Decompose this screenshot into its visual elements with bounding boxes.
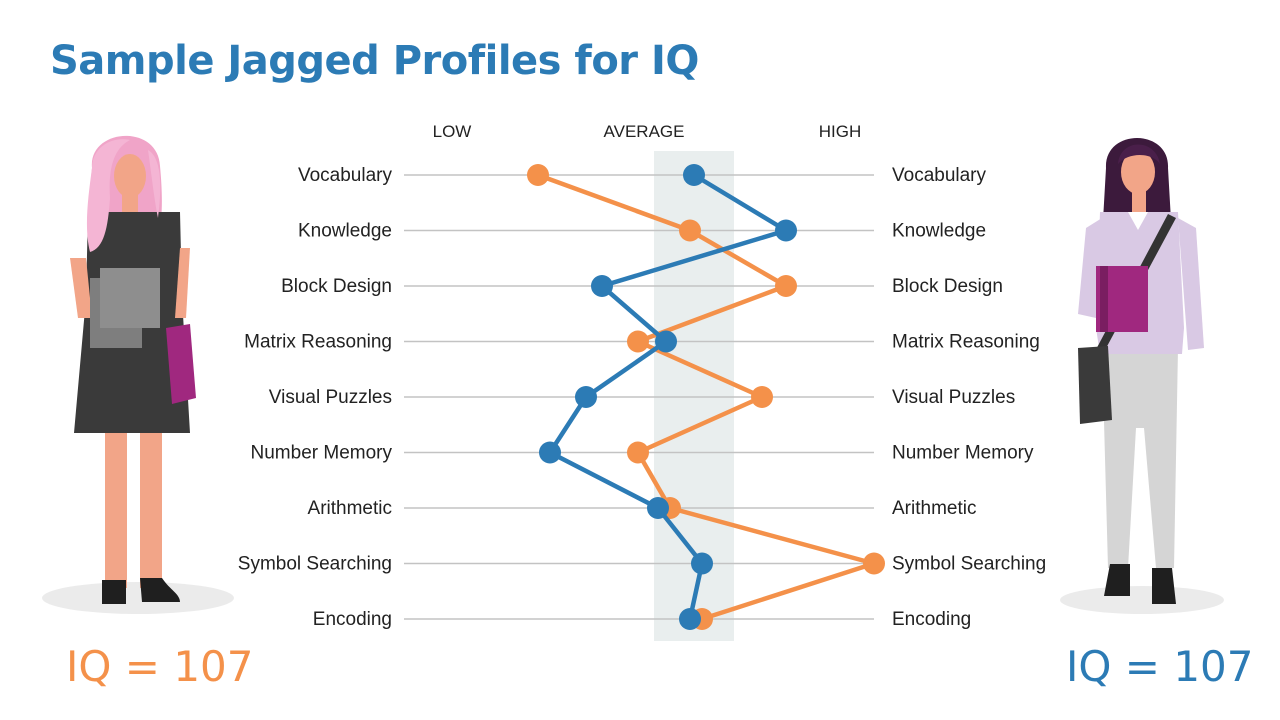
category-label-left: Symbol Searching	[238, 554, 392, 575]
category-label-left: Number Memory	[251, 443, 393, 464]
category-label-left: Encoding	[313, 609, 392, 630]
category-label-left: Matrix Reasoning	[244, 332, 392, 353]
page-title: Sample Jagged Profiles for IQ	[50, 38, 699, 84]
category-label-right: Encoding	[892, 609, 971, 630]
data-point	[575, 386, 597, 408]
category-label-right: Knowledge	[892, 221, 986, 242]
data-point	[539, 441, 561, 464]
gridlines	[404, 174, 874, 620]
category-label-right: Matrix Reasoning	[892, 332, 1040, 353]
level-label: AVERAGE	[604, 122, 685, 141]
right-iq-score: IQ = 107	[1066, 642, 1254, 691]
category-label-left: Visual Puzzles	[269, 387, 392, 408]
level-label: LOW	[433, 122, 472, 141]
data-point	[647, 497, 669, 519]
category-label-right: Symbol Searching	[892, 554, 1046, 575]
data-point	[775, 219, 797, 242]
category-label-left: Arithmetic	[308, 498, 392, 519]
category-label-right: Arithmetic	[892, 498, 976, 519]
category-label-left: Block Design	[281, 276, 392, 297]
data-point	[527, 164, 549, 186]
category-label-right: Block Design	[892, 276, 1003, 297]
category-label-right: Visual Puzzles	[892, 387, 1015, 408]
category-labels-left: Vocabulary Knowledge Block Design Matrix Re…	[238, 165, 393, 630]
category-label-left: Vocabulary	[298, 165, 393, 186]
category-label-right: Vocabulary	[892, 165, 987, 186]
data-point	[655, 330, 677, 353]
series-group	[527, 164, 885, 630]
left-person-illustration	[42, 135, 234, 614]
left-iq-score: IQ = 107	[66, 642, 254, 691]
data-point	[627, 330, 649, 353]
data-point	[863, 552, 885, 575]
data-point	[683, 164, 705, 186]
data-point	[679, 608, 701, 630]
data-point	[627, 441, 649, 464]
level-label: HIGH	[819, 122, 862, 141]
level-labels: LOW AVERAGE HIGH	[433, 122, 862, 141]
data-point	[591, 275, 613, 297]
data-point	[775, 275, 797, 297]
data-point	[679, 219, 701, 242]
data-point	[751, 386, 773, 408]
category-labels-right: Vocabulary Knowledge Block Design Matrix Re…	[892, 165, 1046, 630]
category-label-left: Knowledge	[298, 221, 392, 242]
category-label-right: Number Memory	[892, 443, 1034, 464]
data-point	[691, 552, 713, 575]
right-person-illustration	[1060, 138, 1224, 614]
